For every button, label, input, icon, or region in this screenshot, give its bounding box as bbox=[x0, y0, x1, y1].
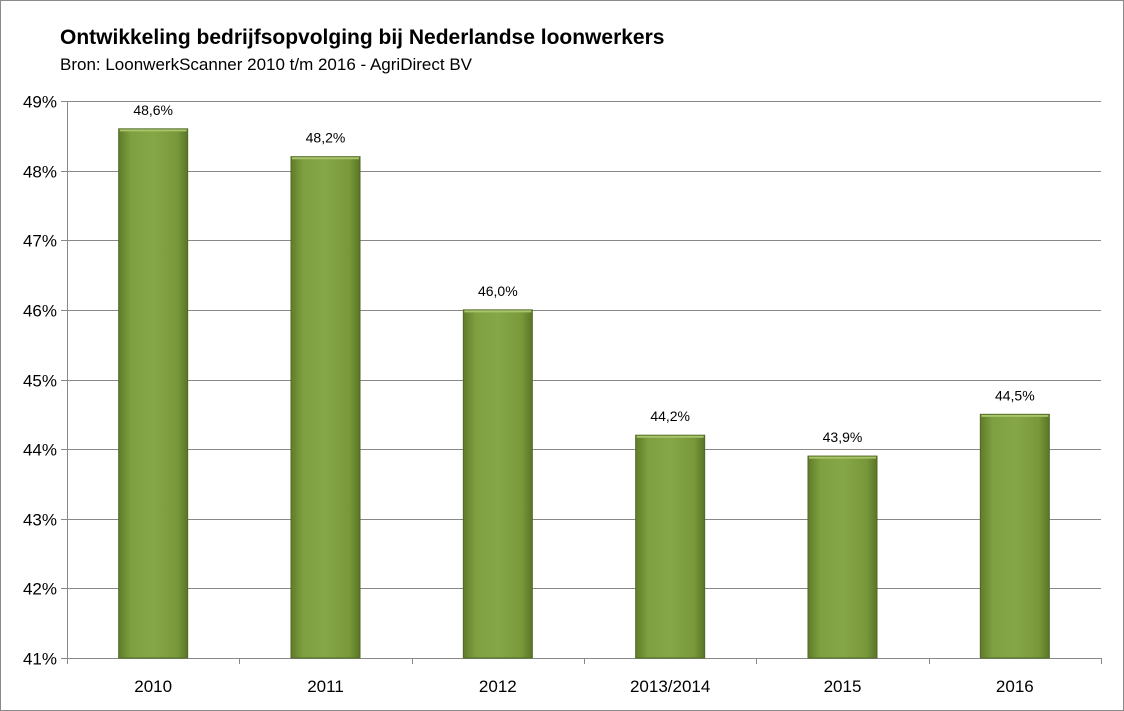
x-tick-label: 2012 bbox=[479, 677, 517, 696]
y-tick-label: 46% bbox=[23, 302, 57, 321]
y-tick-label: 43% bbox=[23, 511, 57, 530]
x-tick-label: 2015 bbox=[824, 677, 862, 696]
chart-subtitle: Bron: LoonwerkScanner 2010 t/m 2016 - Ag… bbox=[60, 55, 472, 74]
bars bbox=[118, 128, 1050, 659]
y-tick-label: 45% bbox=[23, 372, 57, 391]
data-label: 43,9% bbox=[823, 429, 863, 445]
data-label: 44,2% bbox=[650, 408, 690, 424]
bar-2016 bbox=[979, 413, 1050, 659]
y-tick-label: 48% bbox=[23, 163, 57, 182]
data-label: 46,0% bbox=[478, 283, 518, 299]
gridlines bbox=[67, 101, 1101, 659]
y-tick-label: 41% bbox=[23, 650, 57, 669]
axes: 41% 42% 43% 44% 45% 46% 47% 48% 49% 2010 2011 2012 2… bbox=[23, 93, 1102, 696]
y-tick-label: 47% bbox=[23, 232, 57, 251]
bar-2015 bbox=[807, 455, 878, 659]
y-tick-label: 49% bbox=[23, 93, 57, 112]
bar-2011 bbox=[290, 156, 361, 659]
y-tick-label: 42% bbox=[23, 580, 57, 599]
data-label: 44,5% bbox=[995, 387, 1035, 403]
x-tick-label: 2016 bbox=[996, 677, 1034, 696]
data-label: 48,6% bbox=[133, 102, 173, 118]
bar-2013-2014 bbox=[635, 434, 706, 659]
bar-2010 bbox=[118, 128, 189, 659]
x-tick-label: 2013/2014 bbox=[630, 677, 710, 696]
bar-2012 bbox=[462, 309, 533, 659]
x-tick-label: 2011 bbox=[307, 677, 344, 696]
chart-title: Ontwikkeling bedrijfsopvolging bij Neder… bbox=[60, 26, 665, 49]
data-label: 48,2% bbox=[306, 130, 346, 146]
y-tick-label: 44% bbox=[23, 441, 57, 460]
data-labels: 48,6% 48,2% 46,0% 44,2% 43,9% 44,5% bbox=[133, 102, 1034, 445]
x-tick-label: 2010 bbox=[134, 677, 172, 696]
